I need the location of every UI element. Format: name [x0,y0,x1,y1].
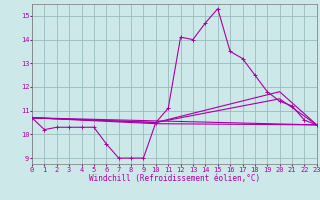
X-axis label: Windchill (Refroidissement éolien,°C): Windchill (Refroidissement éolien,°C) [89,174,260,183]
